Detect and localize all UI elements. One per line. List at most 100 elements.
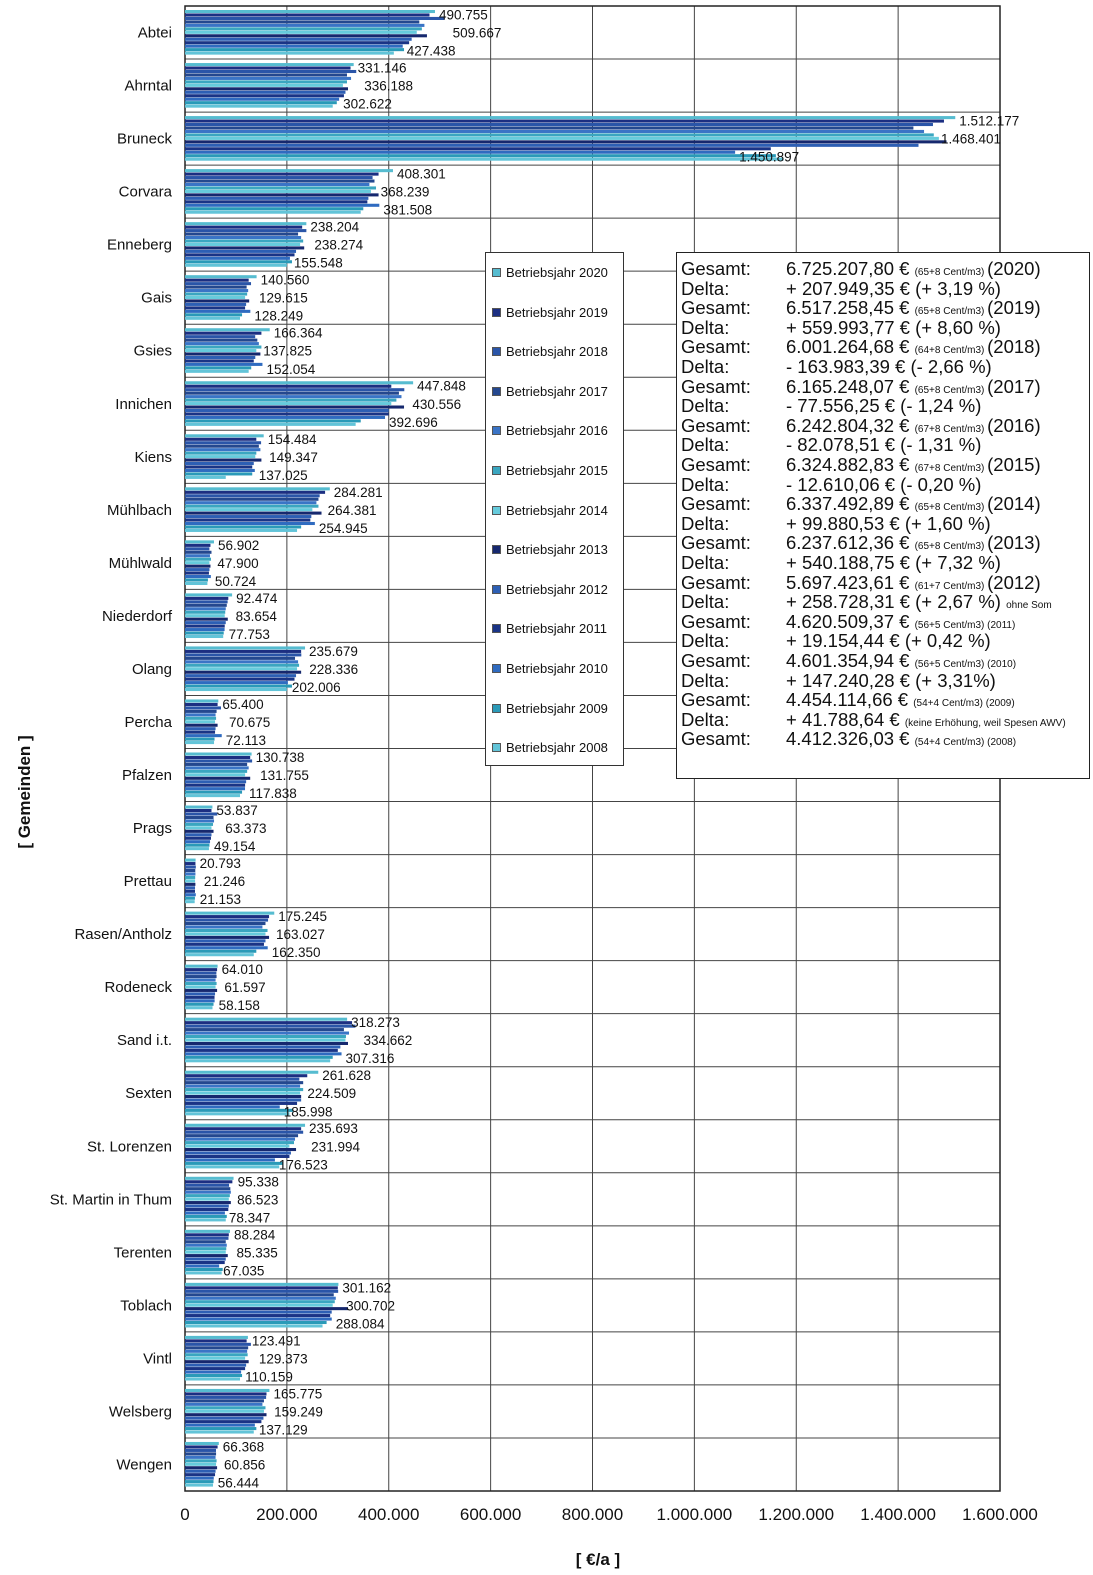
bar bbox=[185, 939, 266, 943]
bar bbox=[185, 600, 228, 604]
legend-item: Betriebsjahr 2016 bbox=[492, 423, 608, 438]
bar bbox=[185, 617, 228, 621]
row-amount: 6.237.612,36 € bbox=[786, 532, 915, 554]
row-value: - 163.983,39 € (- 2,66 %) bbox=[786, 357, 992, 377]
bar bbox=[185, 1416, 264, 1420]
bar bbox=[185, 232, 299, 236]
data-label: 162.350 bbox=[272, 945, 321, 960]
bar bbox=[185, 1243, 227, 1247]
bar bbox=[185, 1388, 270, 1392]
bar bbox=[185, 13, 430, 17]
legend-item: Betriebsjahr 2013 bbox=[492, 542, 608, 557]
row-value: + 147.240,28 € (+ 3,31%) bbox=[786, 670, 996, 691]
bar bbox=[185, 275, 257, 279]
bar bbox=[185, 752, 252, 756]
row-amount: 4.601.354,94 € bbox=[786, 650, 915, 671]
x-tick-label: 0 bbox=[180, 1505, 189, 1524]
bar bbox=[185, 688, 287, 692]
bar bbox=[185, 328, 270, 332]
bar bbox=[185, 935, 270, 939]
bar bbox=[185, 1441, 219, 1446]
row-key: Gesamt: bbox=[681, 493, 751, 515]
bar bbox=[185, 48, 405, 52]
bar bbox=[185, 568, 210, 572]
bar bbox=[185, 829, 214, 833]
row-value: + 207.949,35 € (+ 3,19 %) bbox=[786, 278, 1001, 299]
bar bbox=[185, 593, 233, 597]
legend-label: Betriebsjahr 2015 bbox=[506, 463, 608, 478]
bar bbox=[185, 773, 246, 777]
legend-item: Betriebsjahr 2020 bbox=[492, 265, 608, 280]
legend-item: Betriebsjahr 2011 bbox=[492, 621, 607, 636]
bar bbox=[185, 189, 371, 193]
data-label: 129.615 bbox=[259, 291, 308, 306]
bar bbox=[185, 1476, 214, 1480]
legend-label: Betriebsjahr 2011 bbox=[506, 621, 607, 637]
bar bbox=[185, 875, 196, 879]
bar bbox=[185, 1367, 246, 1371]
bar bbox=[185, 1006, 213, 1010]
bar bbox=[185, 1070, 319, 1074]
row-value: 6.324.882,83 € (67+8 Cent/m3) (2015) bbox=[786, 455, 1041, 479]
bar bbox=[185, 1483, 214, 1487]
bar bbox=[185, 1052, 342, 1056]
row-value: - 82.078,51 € (- 1,31 %) bbox=[786, 435, 981, 455]
bar bbox=[185, 73, 347, 77]
bar bbox=[185, 1108, 293, 1112]
bar bbox=[185, 119, 944, 123]
bar bbox=[185, 968, 218, 972]
data-label: 392.696 bbox=[389, 415, 438, 430]
bar bbox=[185, 581, 208, 585]
bar bbox=[185, 1342, 251, 1346]
row-note: (56+5 Cent/m3) (2010) bbox=[914, 659, 1017, 670]
bar bbox=[185, 720, 216, 724]
data-label: 301.162 bbox=[342, 1280, 391, 1295]
row-key: Delta: bbox=[681, 708, 730, 730]
bar bbox=[185, 805, 213, 809]
row-amount: 6.242.804,32 € bbox=[786, 414, 915, 436]
row-key: Gesamt: bbox=[681, 375, 751, 397]
bar bbox=[185, 27, 422, 31]
bar bbox=[185, 1402, 263, 1406]
bar bbox=[185, 1021, 353, 1025]
bar bbox=[185, 1462, 217, 1466]
bar bbox=[185, 826, 212, 830]
bar bbox=[185, 1250, 226, 1254]
bar bbox=[185, 847, 209, 851]
bar bbox=[185, 1144, 290, 1148]
row-value: 6.237.612,36 € (65+8 Cent/m3) (2013) bbox=[786, 533, 1041, 557]
category-label: Percha bbox=[124, 714, 172, 731]
bar bbox=[185, 207, 364, 211]
row-amount: 4.454.114,66 € bbox=[786, 689, 914, 711]
bar bbox=[185, 1134, 299, 1138]
row-year: (2016) bbox=[987, 414, 1041, 436]
row-amount: - 77.556,25 € (- 1,24 %) bbox=[786, 395, 982, 417]
data-label: 154.484 bbox=[268, 432, 317, 447]
data-label: 331.146 bbox=[358, 61, 407, 76]
bar bbox=[185, 154, 776, 158]
total-row: Gesamt: 6.337.492,89 € (65+8 Cent/m3) (20… bbox=[681, 494, 1087, 514]
bar bbox=[185, 1035, 346, 1039]
bar bbox=[185, 1048, 338, 1052]
row-note: (65+8 Cent/m3) bbox=[914, 306, 988, 318]
data-label: 56.444 bbox=[218, 1476, 260, 1491]
row-key: Delta: bbox=[681, 591, 730, 613]
total-row: Gesamt: 6.001.264,68 € (64+8 Cent/m3) (20… bbox=[681, 337, 1087, 357]
row-amount: + 41.788,64 € bbox=[786, 708, 905, 730]
bar bbox=[185, 1247, 227, 1251]
bar bbox=[185, 730, 216, 734]
bar bbox=[185, 16, 445, 20]
bar bbox=[185, 331, 262, 335]
row-value: 5.697.423,61 € (61+7 Cent/m3) (2012) bbox=[786, 572, 1041, 597]
bar bbox=[185, 1267, 223, 1271]
legend-swatch bbox=[492, 386, 501, 396]
bar bbox=[185, 309, 251, 313]
data-label: 56.902 bbox=[218, 538, 259, 553]
bar bbox=[185, 543, 211, 547]
bar bbox=[185, 338, 258, 342]
bar bbox=[185, 737, 215, 741]
legend-item: Betriebsjahr 2015 bbox=[492, 463, 608, 478]
bar bbox=[185, 1289, 339, 1293]
bar bbox=[185, 660, 299, 664]
data-label: 235.679 bbox=[309, 644, 358, 659]
